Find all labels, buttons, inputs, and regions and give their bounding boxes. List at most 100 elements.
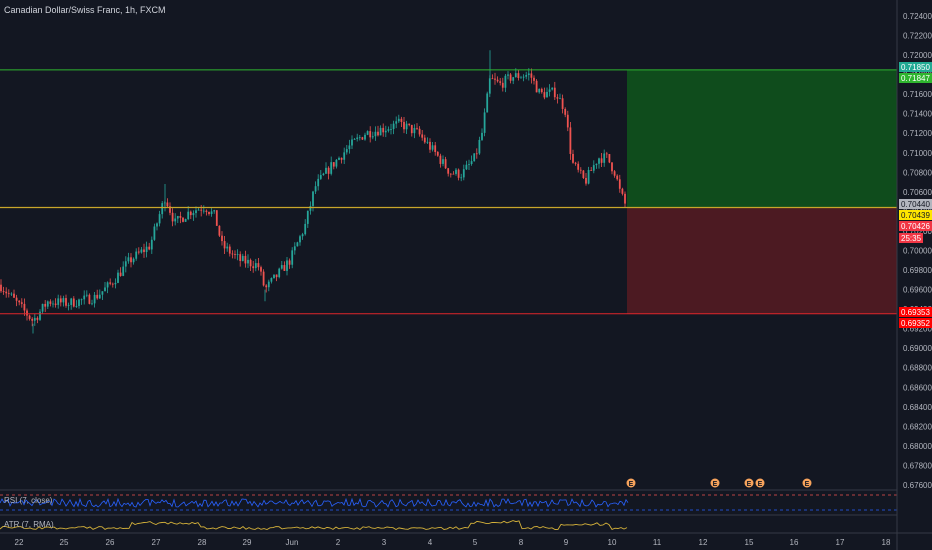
candle [44,300,47,313]
price-tag[interactable]: 0.71850 [899,62,932,72]
time-tick-label: 10 [608,538,617,547]
candle [174,213,177,226]
candle [80,298,83,305]
time-tick-label: 28 [198,538,207,547]
rsi-pane[interactable] [0,494,897,511]
candle [486,91,489,113]
candle [465,160,468,170]
time-tick-label: 27 [152,538,161,547]
candle [296,241,299,247]
price-tag[interactable]: 0.70439 [899,210,932,220]
svg-text:0.71850: 0.71850 [901,63,930,72]
candle [223,236,226,255]
candle [460,173,463,182]
candle [293,242,296,255]
candle [252,260,255,273]
price-axis[interactable]: 0.724000.722000.720000.718000.716000.714… [896,0,932,550]
candle [608,154,611,164]
candle [2,286,5,295]
candle [161,200,164,219]
horizontal-lines[interactable] [0,69,897,315]
earnings-icon[interactable]: E [743,477,755,489]
candle [169,202,171,216]
atr-label[interactable]: ATR (7, RMA) [4,520,54,529]
candle [70,297,73,310]
candle [299,234,301,246]
atr-pane[interactable] [0,520,628,531]
candle [127,252,130,264]
candle [7,289,10,298]
candle [88,293,91,305]
price-tag[interactable]: 0.69353 [899,307,932,317]
svg-text:E: E [713,481,718,488]
candle [384,125,387,138]
candle [260,265,262,276]
candle [491,74,494,80]
price-tag[interactable]: 0.69352 [899,318,932,328]
candle [124,256,127,273]
earnings-icon[interactable]: E [754,477,766,489]
candle [96,289,99,300]
candle [109,278,112,286]
price-tag[interactable]: 0.70440 [899,199,932,209]
candle [119,267,122,277]
candle [254,258,257,272]
candle [0,279,2,293]
candle [85,290,88,298]
time-tick-label: 3 [382,538,387,547]
earnings-icon[interactable]: E [801,477,813,489]
time-tick-label: 4 [428,538,433,547]
time-axis[interactable]: 22 25 26 27 28 29 Jun 2 3 4 5 8 9 10 11 12 15 16 17 18 [0,489,932,547]
candle [525,71,528,80]
price-tick-label: 0.71400 [903,110,932,119]
price-tick-label: 0.69600 [903,286,932,295]
time-tick-label: 15 [745,538,754,547]
candlestick-series[interactable] [0,50,626,334]
candle [473,153,476,162]
rsi-line [0,497,629,508]
candle [140,247,143,254]
symbol-title[interactable]: Canadian Dollar/Swiss Franc, 1h, FXCM [4,5,166,15]
candle [340,157,343,164]
price-tick-label: 0.72400 [903,12,932,21]
candle [535,79,538,93]
profit-zone[interactable] [627,69,897,208]
price-tag[interactable]: 0.70426 [899,221,932,231]
svg-text:0.70440: 0.70440 [901,200,930,209]
candle [327,166,330,180]
candle [275,274,278,282]
candle [533,75,535,85]
time-tick-label: 17 [836,538,845,547]
price-tag[interactable]: 0.71847 [899,73,932,83]
svg-text:25:35: 25:35 [901,234,922,243]
candle [436,151,439,157]
earnings-icon[interactable]: E [625,477,637,489]
candle [496,76,499,83]
candle [507,71,509,80]
candle [592,160,595,174]
rsi-label[interactable]: RSI (7, close) [4,496,53,505]
candle [278,267,281,279]
loss-zone[interactable] [627,207,897,314]
price-tag[interactable]: 25:35 [899,233,923,243]
candle [83,290,86,305]
long-position-tool[interactable] [627,69,897,314]
price-tick-label: 0.69200 [903,325,932,334]
candle [395,116,398,129]
candle [273,274,275,279]
candle [13,289,15,298]
candle [36,316,39,324]
earnings-icon[interactable]: E [709,477,721,489]
candle [364,132,366,141]
svg-text:E: E [805,481,810,488]
candle [249,258,252,271]
candle [182,217,184,223]
candle [20,298,23,308]
candle [369,126,372,143]
candle [400,116,403,128]
candle [49,299,52,307]
candle [153,223,156,241]
candle [504,73,507,93]
